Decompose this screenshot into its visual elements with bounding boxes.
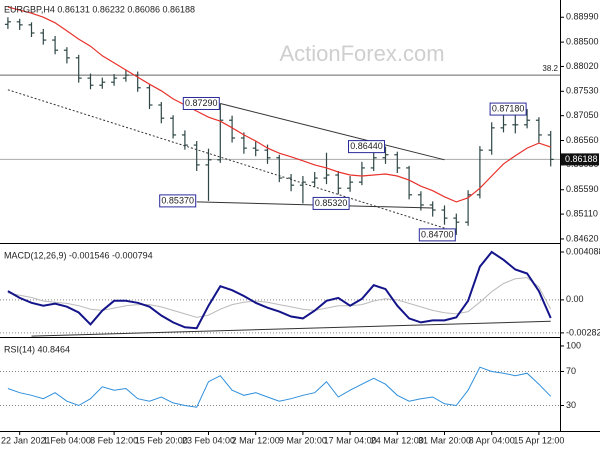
trendline <box>31 320 551 337</box>
y-tick-label: 0.86560 <box>566 135 599 145</box>
x-tick-label: 8 Feb 12:00 <box>90 435 138 445</box>
x-tick-label: 8 Apr 04:00 <box>469 435 515 445</box>
y-tick-label: -0.00282 <box>566 327 600 337</box>
y-tick-label: 0.88020 <box>566 61 599 71</box>
annotation-label: 0.87180 <box>492 103 525 113</box>
panel-title: MACD(12,26,9) -0.001546 -0.000794 <box>4 250 153 260</box>
y-tick-label: 100 <box>566 340 581 350</box>
y-tick-label: 0.88500 <box>566 36 599 46</box>
x-tick-label: 15 Apr 12:00 <box>513 435 564 445</box>
y-tick-label: 0.85110 <box>566 208 598 218</box>
annotation-box <box>182 96 220 110</box>
y-tick-label: 30 <box>566 400 576 410</box>
annotation-label: 0.87290 <box>185 98 218 108</box>
panel-title: EURGBP,H4 0.86131 0.86232 0.86086 0.8618… <box>4 4 195 14</box>
y-tick-label: 0.87530 <box>566 86 599 96</box>
annotation-box <box>418 228 456 242</box>
x-tick-label: 15 Feb 20:00 <box>135 435 188 445</box>
moving-average <box>7 6 551 203</box>
last-price-box <box>561 153 599 166</box>
x-tick-label: 24 Mar 12:00 <box>371 435 424 445</box>
annotation-label: 0.85320 <box>315 198 348 208</box>
macd-line <box>7 250 552 330</box>
annotation-box <box>312 196 350 210</box>
x-tick-label: 22 Jan 2021 <box>1 435 51 445</box>
annotation-box <box>489 102 527 116</box>
x-tick-label: 1 Feb 04:00 <box>43 435 91 445</box>
fib-label: 38.2 <box>542 64 558 73</box>
annotation-box <box>159 194 197 208</box>
annotation-label: 0.85370 <box>161 195 194 205</box>
x-tick-label: 17 Mar 04:00 <box>324 435 377 445</box>
trendline <box>220 103 445 161</box>
rsi-line <box>7 366 552 408</box>
y-tick-label: 0.85590 <box>566 184 599 194</box>
y-tick-label: 0.87050 <box>566 110 599 120</box>
x-tick-label: 9 Mar 20:00 <box>279 435 327 445</box>
panel-title: RSI(14) 40.8464 <box>4 344 70 354</box>
x-tick-label: 23 Feb 04:00 <box>182 435 235 445</box>
y-tick-label: 0.88990 <box>566 12 599 22</box>
last-price-label: 0.86188 <box>565 154 598 164</box>
annotation-label: 0.86440 <box>350 141 383 151</box>
y-tick-label: 70 <box>566 366 576 376</box>
annotation-label: 0.84700 <box>421 229 454 239</box>
y-tick-label: 0.84620 <box>566 233 599 243</box>
annotation-box <box>348 140 385 154</box>
y-tick-label: 0.004088 <box>566 246 600 256</box>
watermark: ActionForex.com <box>279 41 444 66</box>
y-tick-label: 0.00 <box>566 294 584 304</box>
x-tick-label: 31 Mar 20:00 <box>418 435 471 445</box>
x-tick-label: 2 Mar 12:00 <box>232 435 280 445</box>
